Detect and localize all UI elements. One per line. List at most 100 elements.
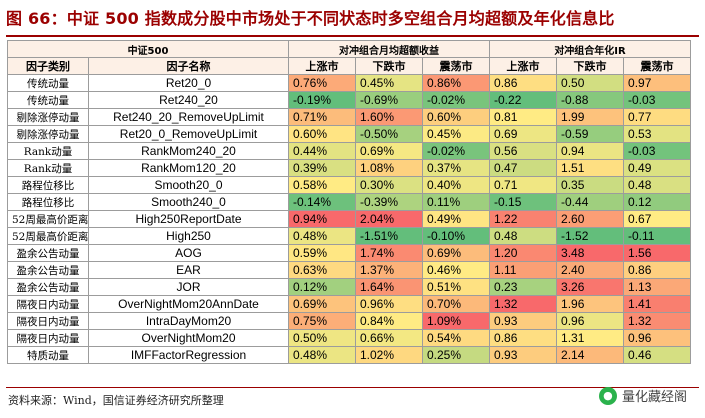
excess-return-cell: 0.25% [421,346,491,364]
excess-return-cell: 0.60% [288,125,356,143]
ir-cell: 1.13 [623,278,692,296]
ir-cell: -1.52 [556,227,625,245]
factor-category: 52周最高价距离 [7,227,89,245]
factor-name: AOG [88,244,289,262]
excess-return-cell: 0.69% [355,142,423,160]
factor-category: 盈余公告动量 [7,244,89,262]
excess-return-cell: 0.58% [288,176,356,194]
ir-cell: 2.40 [556,261,625,279]
col-excess-range: 震荡市 [421,57,491,75]
excess-return-cell: 0.94% [288,210,356,228]
factor-category: 隔夜日内动量 [7,295,89,313]
ir-cell: 1.96 [556,295,625,313]
excess-return-cell: -0.14% [288,193,356,211]
factor-category: 盈余公告动量 [7,261,89,279]
factor-name: Ret20_0_RemoveUpLimit [88,125,289,143]
ir-cell: 3.26 [556,278,625,296]
source-note: 资料来源：Wind，国信证券经济研究所整理 [8,394,224,407]
ir-cell: 0.77 [623,108,692,126]
factor-name: IMFFactorRegression [88,346,289,364]
table-row: 隔夜日内动量 OverNightMom20 0.50% 0.66% 0.54% 0.86 1… [7,329,692,347]
excess-return-cell: -0.39% [355,193,423,211]
factor-name: IntraDayMom20 [88,312,289,330]
excess-return-cell: 0.39% [288,159,356,177]
ir-cell: 1.20 [489,244,558,262]
excess-return-cell: -0.02% [421,142,491,160]
excess-return-cell: -0.50% [355,125,423,143]
col-ir-range: 震荡市 [623,57,692,75]
ir-cell: 0.56 [489,142,558,160]
excess-return-cell: 1.64% [355,278,423,296]
table-row: Rank动量 RankMom120_20 0.39% 1.08% 0.37% 0.47 1.… [7,159,692,177]
ir-cell: 1.11 [489,261,558,279]
table-row: 传统动量 Ret240_20 -0.19% -0.69% -0.02% -0.22 -0.8… [7,91,692,109]
ir-cell: 1.56 [623,244,692,262]
ir-cell: -0.44 [556,193,625,211]
ir-cell: -0.03 [623,142,692,160]
excess-return-cell: 0.48% [288,227,356,245]
ir-cell: 0.23 [489,278,558,296]
ir-cell: 0.67 [623,210,692,228]
table-body: 传统动量 Ret20_0 0.76% 0.45% 0.86% 0.86 0.50 0.97 传统… [7,74,692,364]
factor-name: Ret240_20 [88,91,289,109]
factor-name: JOR [88,278,289,296]
excess-return-cell: 0.71% [288,108,356,126]
col-category-header: 因子类别 [7,57,89,75]
ir-cell: -0.22 [489,91,558,109]
excess-return-cell: 0.30% [355,176,423,194]
table-row: 52周最高价距离 High250 0.48% -1.51% -0.10% 0.48 -1.5… [7,227,692,245]
table-row: 路程位移比 Smooth240_0 -0.14% -0.39% 0.11% -0.15 -0… [7,193,692,211]
ir-cell: -0.03 [623,91,692,109]
header-column-row: 因子类别 因子名称 上涨市 下跌市 震荡市 上涨市 下跌市 震荡市 [7,57,692,75]
excess-return-cell: 0.40% [421,176,491,194]
ir-cell: 2.60 [556,210,625,228]
excess-return-cell: 0.59% [288,244,356,262]
factor-name: RankMom240_20 [88,142,289,160]
table-row: 剔除涨停动量 Ret240_20_RemoveUpLimit 0.71% 1.60% 0… [7,108,692,126]
ir-cell: 0.50 [556,74,625,92]
excess-return-cell: 0.54% [421,329,491,347]
factor-name: Smooth20_0 [88,176,289,194]
ir-cell: 0.12 [623,193,692,211]
factor-category: Rank动量 [7,142,89,160]
ir-cell: 0.49 [623,159,692,177]
excess-return-cell: -0.19% [288,91,356,109]
excess-return-cell: 0.11% [421,193,491,211]
ir-cell: 3.48 [556,244,625,262]
ir-cell: 1.32 [489,295,558,313]
excess-return-cell: 0.45% [421,125,491,143]
excess-return-cell: 0.12% [288,278,356,296]
factor-category: 52周最高价距离 [7,210,89,228]
factor-name: Ret20_0 [88,74,289,92]
factor-category: 隔夜日内动量 [7,329,89,347]
col-ir-down: 下跌市 [556,57,625,75]
ir-cell: 0.93 [489,312,558,330]
ir-cell: 0.96 [556,312,625,330]
excess-return-cell: 0.51% [421,278,491,296]
ir-cell: 1.32 [623,312,692,330]
excess-return-cell: -1.51% [355,227,423,245]
excess-return-cell: 0.44% [288,142,356,160]
factor-category: 路程位移比 [7,176,89,194]
table-row: 特质动量 IMFFactorRegression 0.48% 1.02% 0.25% 0.… [7,346,692,364]
excess-return-cell: 0.45% [355,74,423,92]
excess-group-header: 对冲组合月均超额收益 [287,40,491,58]
ir-cell: 0.46 [623,346,692,364]
ir-cell: 0.71 [489,176,558,194]
ir-cell: 1.99 [556,108,625,126]
table-row: 52周最高价距离 High250ReportDate 0.94% 2.04% 0.49%… [7,210,692,228]
col-excess-up: 上涨市 [288,57,356,75]
index-label: 中证500 [7,40,289,58]
results-table: 中证500 对冲组合月均超额收益 对冲组合年化IR 因子类别 因子名称 上涨市 … [7,40,692,364]
ir-cell: 0.94 [556,142,625,160]
factor-name: EAR [88,261,289,279]
excess-return-cell: 0.86% [421,74,491,92]
ir-cell: 0.53 [623,125,692,143]
excess-return-cell: 0.69% [421,244,491,262]
wechat-icon: ● [598,386,617,405]
factor-name: Ret240_20_RemoveUpLimit [88,108,289,126]
ir-cell: 0.86 [489,74,558,92]
header-group-row: 中证500 对冲组合月均超额收益 对冲组合年化IR [7,40,692,58]
excess-return-cell: 0.70% [421,295,491,313]
table-row: 路程位移比 Smooth20_0 0.58% 0.30% 0.40% 0.71 0.35 0.… [7,176,692,194]
